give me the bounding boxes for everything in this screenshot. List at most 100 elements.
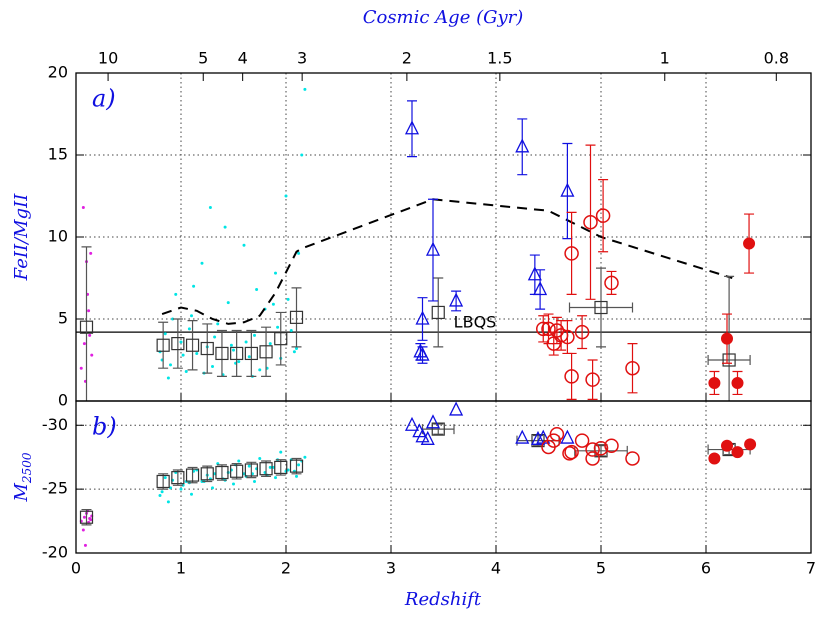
error-bar [433,277,444,348]
plot-area [76,73,811,401]
point [274,460,288,475]
point [286,297,290,301]
point [184,369,188,373]
point [229,343,233,347]
y-tick-label: -30 [42,415,68,434]
point [289,328,293,332]
point [200,467,214,481]
top-tick-label: 2 [402,49,412,68]
point [81,205,85,209]
point [226,301,230,305]
point [274,271,277,275]
top-tick-label: 10 [98,49,118,68]
error-bar [187,320,198,371]
point [431,305,445,320]
point [721,439,733,452]
point [604,275,619,291]
point [286,468,290,472]
point [237,459,241,463]
point [237,360,241,364]
point [425,241,441,256]
top-tick-label: 1 [660,49,670,68]
point [232,348,235,352]
point [163,332,167,336]
point [166,376,170,380]
error-bar [577,315,588,350]
point [169,486,172,490]
point [171,337,185,351]
error-bar [566,211,577,295]
point [190,492,193,496]
error-bar [172,469,183,486]
point [731,376,744,389]
point [530,430,546,445]
point [259,462,273,476]
top-tick-label: 4 [238,49,248,68]
point [195,351,199,355]
point [255,287,259,291]
point [585,372,600,387]
y-tick-label: 15 [48,145,68,164]
point [574,433,590,448]
point [564,246,579,261]
error-bar [202,323,213,374]
point [268,465,272,469]
point [230,464,244,478]
point [258,368,262,372]
point [708,452,721,465]
error-bar [275,311,286,366]
top-tick-label: 5 [198,49,208,68]
point [425,414,441,429]
point [295,347,298,351]
point [284,194,288,198]
x-error-bar [707,355,751,365]
error-bar [216,464,227,481]
error-bar [246,329,257,377]
point [722,353,736,367]
point [169,363,172,367]
point [242,243,246,247]
point [420,430,435,445]
point [215,465,229,480]
x-tick-label: 6 [701,559,711,578]
point [279,450,283,454]
point [185,468,200,482]
point [200,479,204,483]
top-axis-title: Cosmic Age (Gyr) [363,7,524,28]
point [585,442,600,457]
point [90,353,94,357]
point [536,321,551,337]
x-tick-label: 7 [806,559,816,578]
point [625,360,640,376]
point [187,327,191,331]
panel-label: b) [92,413,117,441]
point [404,416,420,431]
y-tick-label: -25 [42,479,68,498]
point [303,455,307,459]
point [289,459,304,473]
point [244,340,248,344]
point [271,465,275,469]
error-bar [585,144,596,300]
y-tick-label: 10 [48,227,68,246]
point [303,87,307,91]
point [564,369,579,384]
point [274,332,288,346]
error-bar [407,100,417,158]
error-bar [158,473,169,490]
point [731,446,744,459]
point [247,355,251,359]
point [431,422,445,436]
point [208,205,212,209]
point [216,322,220,326]
point [604,438,619,453]
plot-area [76,401,811,553]
point [253,479,256,483]
point [595,208,611,223]
point [276,325,280,329]
point [158,494,162,498]
error-bar [291,457,302,475]
point [583,214,598,230]
top-tick-label: 1.5 [487,49,512,68]
point [531,433,545,448]
